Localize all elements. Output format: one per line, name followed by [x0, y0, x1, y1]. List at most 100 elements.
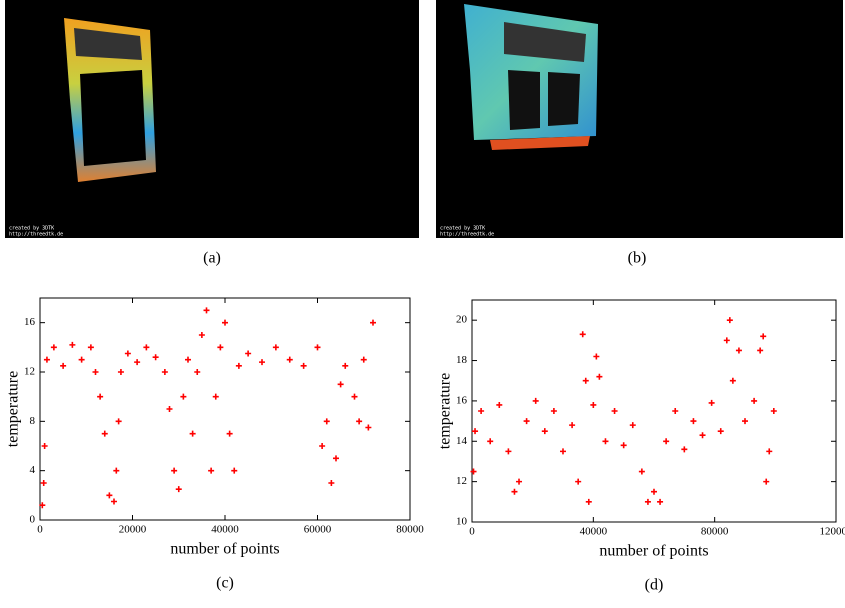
- plot-frame: [40, 298, 410, 520]
- point: [542, 428, 548, 434]
- credit-url: http://threedtk.de: [440, 232, 494, 238]
- point: [44, 357, 50, 363]
- point: [709, 400, 715, 406]
- point: [134, 359, 140, 365]
- point: [370, 320, 376, 326]
- plot-frame: [472, 300, 836, 522]
- x-tick-label: 60000: [304, 524, 332, 536]
- point: [596, 374, 602, 380]
- point: [41, 480, 47, 486]
- y-tick-label: 4: [30, 464, 36, 476]
- point: [217, 344, 223, 350]
- point: [757, 347, 763, 353]
- point: [194, 369, 200, 375]
- point: [580, 331, 586, 337]
- point: [42, 443, 48, 449]
- point: [118, 369, 124, 375]
- point: [111, 499, 117, 505]
- point: [690, 418, 696, 424]
- point: [590, 402, 596, 408]
- point: [560, 448, 566, 454]
- point: [751, 398, 757, 404]
- point: [621, 442, 627, 448]
- point: [471, 469, 477, 475]
- point: [171, 468, 177, 474]
- caption: (a): [203, 250, 221, 267]
- point: [516, 479, 522, 485]
- point: [630, 422, 636, 428]
- point: [51, 344, 57, 350]
- image-b: created by 3DTK http://threedtk.de: [436, 0, 843, 238]
- point: [356, 418, 362, 424]
- point: [190, 431, 196, 437]
- caption: (d): [645, 577, 664, 594]
- point: [199, 332, 205, 338]
- x-axis-label: number of points: [599, 543, 708, 560]
- point: [663, 438, 669, 444]
- image-a: created by 3DTK http://threedtk.de: [5, 0, 419, 238]
- point: [97, 394, 103, 400]
- x-tick-label: 80000: [701, 526, 729, 538]
- point: [328, 480, 334, 486]
- point: [236, 363, 242, 369]
- point: [569, 422, 575, 428]
- point: [79, 357, 85, 363]
- point: [93, 369, 99, 375]
- y-tick-label: 0: [30, 514, 36, 526]
- point: [478, 408, 484, 414]
- point: [176, 486, 182, 492]
- point: [487, 438, 493, 444]
- x-tick-label: 80000: [396, 524, 424, 536]
- point: [742, 418, 748, 424]
- y-tick-label: 16: [24, 316, 36, 328]
- point: [593, 354, 599, 360]
- point: [106, 492, 112, 498]
- point: [730, 378, 736, 384]
- x-tick-label: 0: [469, 526, 475, 538]
- point: [672, 408, 678, 414]
- point: [88, 344, 94, 350]
- point: [208, 468, 214, 474]
- point: [273, 344, 279, 350]
- point: [727, 317, 733, 323]
- credit-url: http://threedtk.de: [9, 232, 63, 238]
- point: [143, 344, 149, 350]
- point: [287, 357, 293, 363]
- y-tick-label: 16: [456, 394, 468, 406]
- point: [760, 333, 766, 339]
- point: [204, 307, 210, 313]
- point: [231, 468, 237, 474]
- point: [724, 337, 730, 343]
- point: [681, 446, 687, 452]
- point: [766, 448, 772, 454]
- x-tick-label: 0: [37, 524, 43, 536]
- y-axis-label: temperature: [5, 371, 22, 447]
- point: [333, 455, 339, 461]
- point: [167, 406, 173, 412]
- point: [533, 398, 539, 404]
- point: [69, 342, 75, 348]
- y-tick-label: 12: [24, 366, 35, 378]
- y-tick-label: 12: [456, 475, 467, 487]
- point: [575, 479, 581, 485]
- y-tick-label: 14: [456, 435, 468, 447]
- point: [116, 418, 122, 424]
- point: [645, 499, 651, 505]
- point: [319, 443, 325, 449]
- point: [180, 394, 186, 400]
- x-tick-label: 40000: [211, 524, 239, 536]
- point: [125, 351, 131, 357]
- point: [222, 320, 228, 326]
- point: [361, 357, 367, 363]
- window-pane: [508, 70, 540, 130]
- point: [162, 369, 168, 375]
- point: [505, 448, 511, 454]
- point: [639, 469, 645, 475]
- point: [301, 363, 307, 369]
- point: [763, 479, 769, 485]
- point: [259, 359, 265, 365]
- point: [583, 378, 589, 384]
- x-tick-label: 20000: [119, 524, 147, 536]
- point: [651, 489, 657, 495]
